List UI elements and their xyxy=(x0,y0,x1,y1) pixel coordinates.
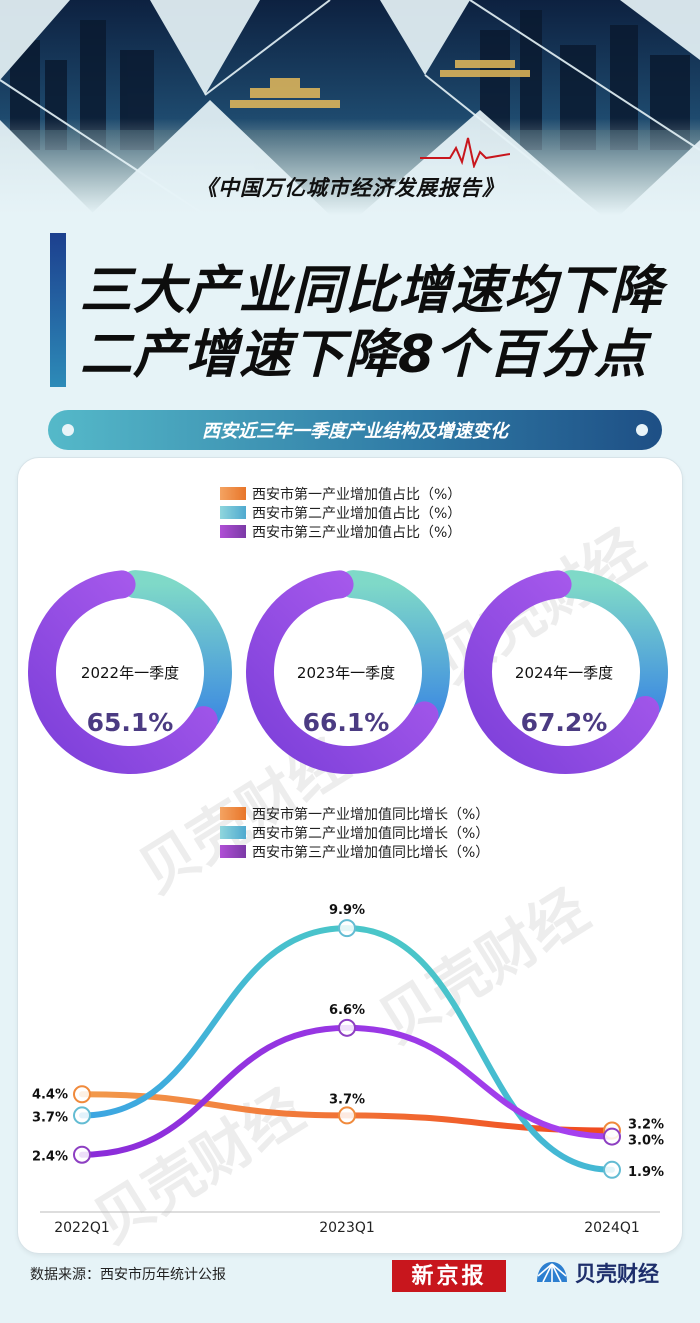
pulse-line-icon xyxy=(420,137,510,168)
legend-swatch xyxy=(220,807,246,820)
page-title-line1: 三大产业同比增速均下降 xyxy=(80,261,664,321)
data-label-secondary: 3.7% xyxy=(32,1110,68,1125)
logo-beike: 贝壳财经 xyxy=(535,1258,659,1288)
data-point-tertiary xyxy=(338,1018,356,1037)
donut-value-2024: 67.2% xyxy=(520,708,608,737)
line-chart: 4.4% 3.7% 3.2% 3.7% 9.9% 1.9% 2.4% 6.6% 3.0% 2022… xyxy=(32,903,664,1236)
legend-swatch xyxy=(220,845,246,858)
donut-label-2023: 2023年一季度 xyxy=(296,664,396,682)
shell-icon xyxy=(537,1262,567,1283)
data-label-tertiary: 3.0% xyxy=(628,1134,664,1149)
data-point-secondary xyxy=(73,1106,91,1125)
donut-charts xyxy=(28,570,668,774)
legend-item: 西安市第三产业增加值占比（%） xyxy=(220,522,461,541)
legend-item: 西安市第三产业增加值同比增长（%） xyxy=(220,842,489,861)
logo-beike-text: 贝壳财经 xyxy=(575,1262,659,1286)
donut-label-2024: 2024年一季度 xyxy=(514,664,614,682)
legend-item: 西安市第一产业增加值占比（%） xyxy=(220,484,461,503)
donut-legend: 西安市第一产业增加值占比（%） 西安市第二产业增加值占比（%） 西安市第三产业增… xyxy=(220,484,461,541)
x-tick-label: 2022Q1 xyxy=(54,1220,110,1236)
legend-label: 西安市第一产业增加值占比（%） xyxy=(252,486,462,503)
data-label-primary: 3.7% xyxy=(329,1092,365,1107)
data-point-primary xyxy=(73,1085,91,1104)
section-title: 西安近三年一季度产业结构及增速变化 xyxy=(202,421,508,442)
data-label-secondary: 9.9% xyxy=(329,903,365,918)
data-label-secondary: 1.9% xyxy=(628,1165,664,1180)
report-name: 《中国万亿城市经济发展报告》 xyxy=(196,175,504,200)
legend-label: 西安市第一产业增加值同比增长（%） xyxy=(252,806,490,823)
data-point-primary xyxy=(338,1106,356,1125)
legend-item: 西安市第二产业增加值同比增长（%） xyxy=(220,823,489,842)
donut-slice-secondary xyxy=(339,570,450,726)
legend-swatch xyxy=(220,487,246,500)
donut-slice-tertiary xyxy=(464,570,660,774)
legend-item: 西安市第二产业增加值占比（%） xyxy=(220,503,461,522)
legend-label: 西安市第二产业增加值占比（%） xyxy=(252,505,462,522)
data-point-tertiary xyxy=(603,1127,621,1146)
legend-label: 西安市第二产业增加值同比增长（%） xyxy=(252,825,490,842)
donut-slice-tertiary xyxy=(246,570,439,774)
title-accent-bar xyxy=(50,233,66,387)
legend-swatch xyxy=(220,525,246,538)
pill-dot-right xyxy=(636,424,648,436)
data-point-secondary xyxy=(603,1160,621,1179)
header-banner xyxy=(0,0,700,215)
legend-swatch xyxy=(220,826,246,839)
legend-label: 西安市第三产业增加值占比（%） xyxy=(252,524,462,541)
page-title-line2: 二产增速下降8个百分点 xyxy=(80,325,648,385)
line-legend: 西安市第一产业增加值同比增长（%） 西安市第二产业增加值同比增长（%） 西安市第… xyxy=(220,804,489,861)
legend-item: 西安市第一产业增加值同比增长（%） xyxy=(220,804,489,823)
series-line-tertiary xyxy=(79,1024,615,1158)
data-label-tertiary: 6.6% xyxy=(329,1003,365,1018)
donut-slice-secondary xyxy=(557,570,668,720)
section-title-pill: 西安近三年一季度产业结构及增速变化 xyxy=(48,410,662,450)
legend-label: 西安市第三产业增加值同比增长（%） xyxy=(252,844,490,861)
donut-label-2022: 2022年一季度 xyxy=(80,664,180,682)
data-point-secondary xyxy=(338,919,356,938)
x-tick-label: 2023Q1 xyxy=(319,1220,375,1236)
pill-dot-left xyxy=(62,424,74,436)
donut-slice-tertiary xyxy=(28,570,218,774)
logo-xinjingbao: 新京报 xyxy=(392,1260,506,1292)
donut-slice-secondary xyxy=(121,570,232,731)
data-source: 数据来源：西安市历年统计公报 xyxy=(30,1267,226,1283)
legend-swatch xyxy=(220,506,246,519)
data-label-primary: 3.2% xyxy=(628,1118,664,1133)
donut-value-2023: 66.1% xyxy=(302,708,390,737)
data-label-primary: 4.4% xyxy=(32,1087,68,1102)
city-banner-image xyxy=(0,0,700,215)
data-label-tertiary: 2.4% xyxy=(32,1150,68,1165)
donut-value-2022: 65.1% xyxy=(86,708,174,737)
data-point-tertiary xyxy=(73,1145,91,1164)
x-tick-label: 2024Q1 xyxy=(584,1220,640,1236)
